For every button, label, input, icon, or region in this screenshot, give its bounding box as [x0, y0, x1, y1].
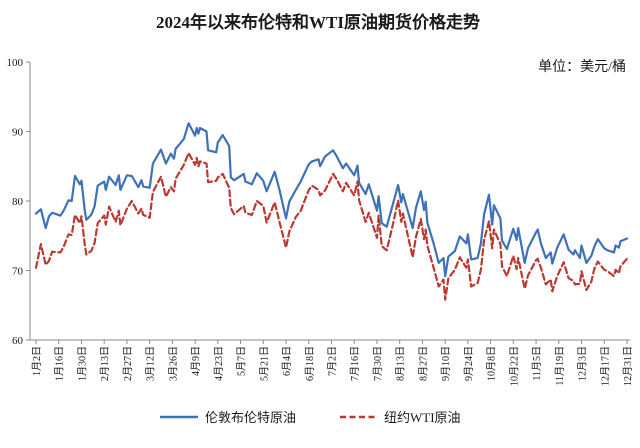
x-tick-label: 12月31日 — [622, 346, 634, 386]
x-tick-label: 9月24日 — [463, 346, 475, 381]
x-tick-label: 12月3日 — [577, 346, 589, 381]
x-tick-label: 6月18日 — [304, 346, 316, 381]
x-tick-label: 5月7日 — [236, 346, 248, 376]
x-tick-label: 7月30日 — [372, 346, 384, 381]
x-tick-label: 2月13日 — [99, 346, 111, 381]
x-tick-label: 9月10日 — [440, 346, 452, 381]
y-tick-label: 80 — [12, 196, 24, 208]
x-tick-label: 11月19日 — [554, 346, 566, 386]
x-tick-label: 7月2日 — [327, 346, 339, 376]
brent-price-line — [34, 122, 629, 278]
y-tick-label: 60 — [12, 335, 24, 347]
chart-title: 2024年以来布伦特和WTI原油期货价格走势 — [156, 12, 480, 32]
x-tick-label: 3月26日 — [167, 346, 179, 381]
wti-price-line — [34, 151, 629, 301]
x-axis-ticks: 1月2日 1月16日 1月30日 2月13日 2月27日 3月12日 3月26日 4月9日 4月… — [31, 340, 634, 386]
legend-label-brent: 伦敦布伦特原油 — [205, 410, 296, 425]
y-tick-label: 90 — [12, 127, 24, 139]
x-tick-label: 11月5日 — [531, 346, 543, 381]
x-tick-label: 5月21日 — [258, 346, 270, 381]
plot-lines — [34, 122, 629, 301]
x-tick-label: 6月4日 — [281, 346, 293, 376]
legend-item-wti: 纽约WTI原油 — [340, 410, 461, 425]
x-tick-label: 1月16日 — [54, 346, 66, 381]
x-tick-label: 7月16日 — [349, 346, 361, 381]
y-tick-label: 100 — [7, 57, 24, 69]
x-tick-label: 10月8日 — [486, 346, 498, 381]
y-tick-label: 70 — [12, 266, 24, 278]
y-axis-ticks: 60 70 80 90 100 — [7, 57, 30, 347]
legend-label-wti: 纽约WTI原油 — [384, 410, 461, 425]
x-tick-label: 12月17日 — [599, 346, 611, 386]
x-tick-label: 1月30日 — [76, 346, 88, 381]
x-tick-label: 3月12日 — [145, 346, 157, 381]
x-tick-label: 2月27日 — [122, 346, 134, 381]
legend-item-brent: 伦敦布伦特原油 — [160, 410, 296, 425]
x-tick-label: 8月27日 — [417, 346, 429, 381]
x-tick-label: 4月9日 — [190, 346, 202, 376]
x-tick-label: 8月13日 — [395, 346, 407, 381]
unit-label: 单位：美元/桶 — [538, 59, 626, 75]
x-tick-label: 4月23日 — [213, 346, 225, 381]
x-tick-label: 10月22日 — [508, 346, 520, 386]
legend: 伦敦布伦特原油 纽约WTI原油 — [160, 410, 461, 425]
x-tick-label: 1月2日 — [31, 346, 43, 376]
